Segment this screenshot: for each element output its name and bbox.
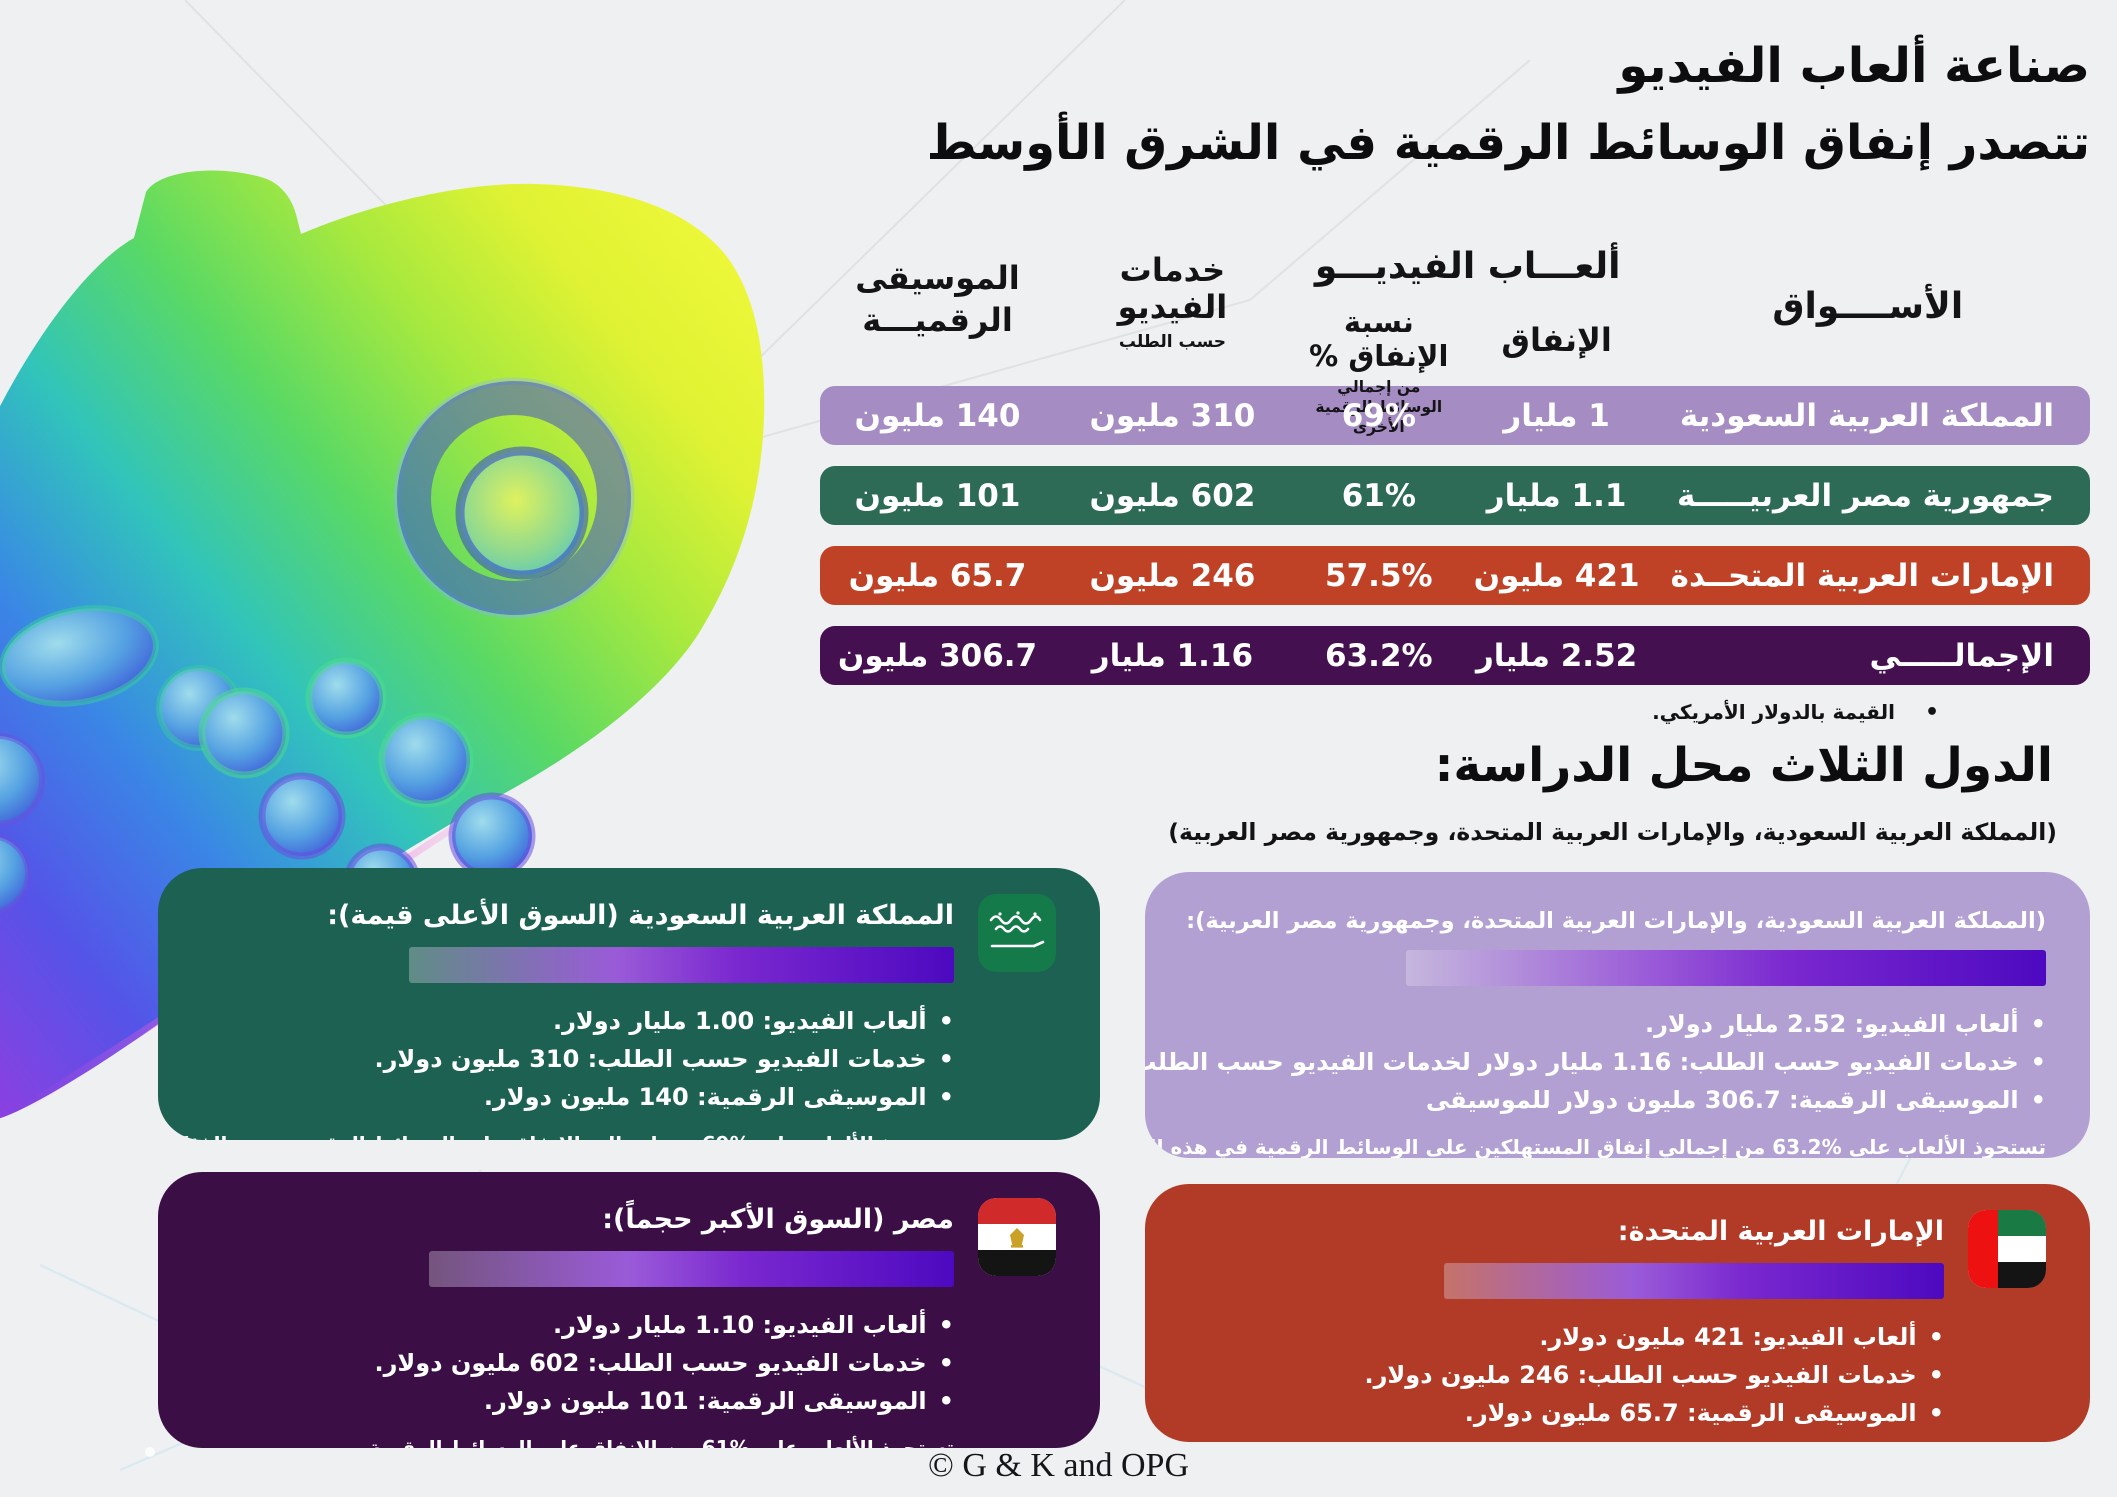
- spending-value: 2.52 مليار: [1475, 637, 1638, 674]
- spending-pct-value: 61%: [1341, 477, 1416, 514]
- table-row-saudi-arabia: المملكة العربية السعودية 1 مليار 69% 310…: [820, 386, 2090, 445]
- spending-value: 421 مليون: [1473, 557, 1640, 594]
- table-header: الأســــواق ألعـــاب الفيديـــو الإنفاق …: [820, 238, 2090, 436]
- bullet-music: الموسيقى الرقمية: 65.7 مليون دولار.: [1189, 1395, 1944, 1433]
- page-title-line-2: تتصدر إنفاق الوسائط الرقمية في الشرق الأ…: [926, 114, 2091, 171]
- card-title: مصر (السوق الأكبر حجماً):: [602, 1204, 954, 1235]
- card-footer: تستحوذ الألعاب على %69 من إجمالي الإنفاق…: [158, 1129, 954, 1140]
- card-footer: تستحوذ الألعاب على %61 من الإنفاق على ال…: [368, 1435, 954, 1448]
- table-row-egypt: جمهورية مصر العربيـــــة 1.1 مليار 61% 6…: [820, 466, 2090, 525]
- card-uae: الإمارات العربية المتحدة: ألعاب الفيديو:…: [1145, 1184, 2090, 1442]
- card-three-markets-summary: (المملكة العربية السعودية، والإمارات الع…: [1145, 872, 2090, 1158]
- card-saudi-arabia: المملكة العربية السعودية (السوق الأعلى ق…: [158, 868, 1100, 1140]
- table-row-total: الإجمالـــــي 2.52 مليار 63.2% 1.16 مليا…: [820, 626, 2090, 685]
- header-spending: الإنفاق: [1501, 321, 1612, 359]
- bullet-video-games: ألعاب الفيديو: 2.52 مليار دولار.: [1189, 1006, 2046, 1044]
- page-title: صناعة ألعاب الفيديو تتصدر إنفاق الوسائط …: [590, 28, 2091, 182]
- header-markets: الأســــواق: [1772, 286, 1964, 327]
- bullet-video-games: ألعاب الفيديو: 1.10 مليار دولار.: [202, 1307, 954, 1345]
- market-name: جمهورية مصر العربيـــــة: [1676, 477, 2054, 514]
- spending-value: 1 مليار: [1503, 397, 1610, 434]
- card-bullets: ألعاب الفيديو: 2.52 مليار دولار. خدمات ا…: [1145, 1006, 2046, 1120]
- bullet-video-games: ألعاب الفيديو: 1.00 مليار دولار.: [202, 1003, 954, 1041]
- table-row-uae: الإمارات العربية المتحــدة 421 مليون 57.…: [820, 546, 2090, 605]
- music-value: 65.7 مليون: [848, 557, 1027, 594]
- page-title-line-1: صناعة ألعاب الفيديو: [1618, 38, 2090, 94]
- section-subtitle: (المملكة العربية السعودية، والإمارات الع…: [1168, 818, 2057, 846]
- gradient-bar: [429, 1251, 954, 1287]
- bullet-vod: خدمات الفيديو حسب الطلب: 602 مليون دولار…: [202, 1345, 954, 1383]
- bullet-video-games: ألعاب الفيديو: 421 مليون دولار.: [1189, 1319, 1944, 1357]
- header-video-games-group: ألعـــاب الفيديـــو الإنفاق نسبة الإنفاق…: [1290, 238, 1646, 437]
- spending-pct-value: 57.5%: [1325, 557, 1433, 594]
- vod-value: 246 مليون: [1089, 557, 1256, 594]
- bullet-vod: خدمات الفيديو حسب الطلب: 310 مليون دولار…: [202, 1041, 954, 1079]
- section-heading: الدول الثلاث محل الدراسة:: [1434, 738, 2053, 793]
- gradient-bar: [409, 947, 954, 983]
- vod-value: 1.16 مليار: [1091, 637, 1254, 674]
- egypt-flag-icon: [978, 1198, 1056, 1276]
- card-egypt: مصر (السوق الأكبر حجماً): ألعاب الفيديو:…: [158, 1172, 1100, 1448]
- vod-value: 310 مليون: [1089, 397, 1256, 434]
- header-vod-note: حسب الطلب: [1118, 331, 1227, 352]
- spending-pct-value: 69%: [1341, 397, 1416, 434]
- music-value: 306.7 مليون: [837, 637, 1038, 674]
- market-name: الإمارات العربية المتحــدة: [1670, 557, 2054, 594]
- bullet-music: الموسيقى الرقمية: 101 مليون دولار.: [202, 1383, 954, 1421]
- card-bullets: ألعاب الفيديو: 1.10 مليار دولار. خدمات ا…: [202, 1307, 954, 1421]
- card-bullets: ألعاب الفيديو: 1.00 مليار دولار. خدمات ا…: [202, 1003, 954, 1117]
- card-title: الإمارات العربية المتحدة:: [1617, 1216, 1944, 1247]
- spending-value: 1.1 مليار: [1486, 477, 1627, 514]
- music-value: 101 مليون: [854, 477, 1021, 514]
- music-value: 140 مليون: [854, 397, 1021, 434]
- copyright-text: © G & K and OPG: [928, 1447, 1189, 1484]
- card-bullets: ألعاب الفيديو: 421 مليون دولار. خدمات ال…: [1189, 1319, 1944, 1433]
- usd-footnote: القيمة بالدولار الأمريكي.: [1652, 700, 1939, 725]
- spending-pct-value: 63.2%: [1325, 637, 1433, 674]
- card-title: (المملكة العربية السعودية، والإمارات الع…: [1186, 908, 2046, 934]
- market-name: الإجمالـــــي: [1869, 637, 2054, 674]
- header-spending-pct-note: من إجمالي الوسائط الرقمية الأخرى: [1315, 378, 1443, 437]
- bullet-vod: خدمات الفيديو حسب الطلب: 246 مليون دولار…: [1189, 1357, 1944, 1395]
- header-spending-pct: نسبة الإنفاق % من إجمالي الوسائط الرقمية…: [1290, 305, 1468, 437]
- card-title: المملكة العربية السعودية (السوق الأعلى ق…: [327, 900, 954, 931]
- saudi-arabia-flag-icon: [978, 894, 1056, 972]
- vod-value: 602 مليون: [1089, 477, 1256, 514]
- header-vod: خدمات الفيديو حسب الطلب: [1055, 252, 1290, 437]
- bullet-vod: خدمات الفيديو حسب الطلب: 1.16 مليار دولا…: [1145, 1044, 2046, 1082]
- card-footer: تستحوذ الألعاب على %63.2 من إجمالي إنفاق…: [1145, 1134, 2046, 1158]
- header-digital-music: الموسيقى الرقميـــة: [855, 259, 1020, 339]
- gradient-bar: [1406, 950, 2046, 986]
- market-name: المملكة العربية السعودية: [1679, 397, 2054, 434]
- header-video-games-title: ألعـــاب الفيديـــو: [1314, 246, 1621, 287]
- uae-flag-icon: [1968, 1210, 2046, 1288]
- markets-table: الأســــواق ألعـــاب الفيديـــو الإنفاق …: [820, 238, 2090, 706]
- gradient-bar: [1444, 1263, 1944, 1299]
- bullet-music: الموسيقى الرقمية: 306.7 مليون دولار للمو…: [1189, 1082, 2046, 1120]
- bullet-music: الموسيقى الرقمية: 140 مليون دولار.: [202, 1079, 954, 1117]
